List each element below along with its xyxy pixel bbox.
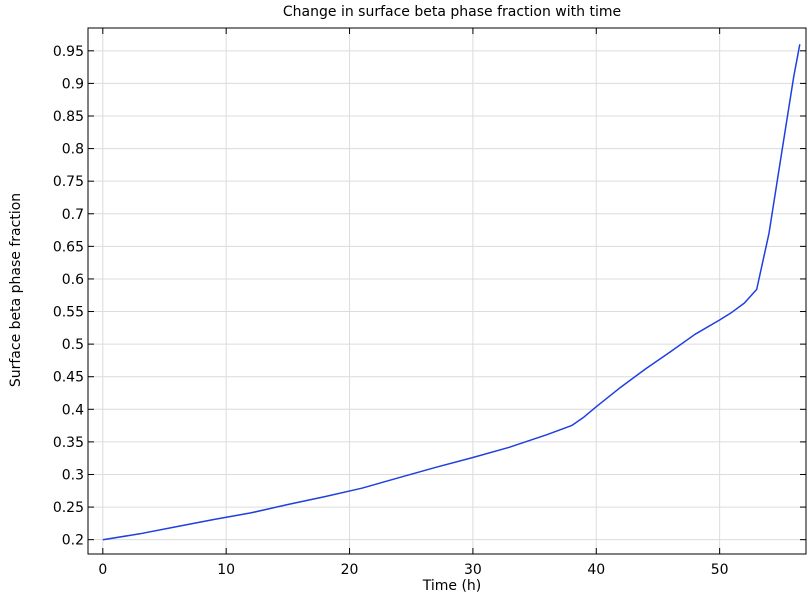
y-tick-label: 0.5 [62, 337, 84, 353]
x-axis-label: Time (h) [422, 578, 482, 594]
plot-area-frame [87, 27, 807, 555]
x-tick-label: 20 [341, 562, 359, 578]
y-tick-label: 0.2 [62, 533, 84, 549]
y-tick-label: 0.4 [62, 402, 84, 418]
series-line [102, 44, 801, 541]
x-tick-label: 10 [217, 562, 235, 578]
series-layer [102, 44, 801, 541]
y-tick-label: 0.7 [62, 207, 84, 223]
y-tick-label: 0.65 [53, 239, 84, 255]
y-axis: 0.2 0.25 0.3 0.35 0.4 0.45 0.5 0.55 0.6 0.65 0.7 0.… [53, 44, 806, 549]
x-axis: 0 10 20 30 40 50 [98, 28, 729, 578]
y-tick-label: 0.55 [53, 305, 84, 321]
x-tick-label: 30 [464, 562, 482, 578]
y-axis-label: Surface beta phase fraction [8, 193, 24, 387]
y-tick-label: 0.85 [53, 109, 84, 125]
y-tick-label: 0.45 [53, 370, 84, 386]
y-tick-label: 0.75 [53, 174, 84, 190]
grid [88, 28, 806, 554]
y-tick-label: 0.9 [62, 76, 84, 92]
y-tick-label: 0.35 [53, 435, 84, 451]
y-tick-label: 0.8 [62, 142, 84, 158]
x-tick-label: 50 [711, 562, 729, 578]
x-tick-label: 40 [587, 562, 605, 578]
y-tick-label: 0.6 [62, 272, 84, 288]
y-tick-label: 0.95 [53, 44, 84, 60]
y-tick-label: 0.25 [53, 500, 84, 516]
chart-title: Change in surface beta phase fraction wi… [283, 4, 621, 20]
y-tick-label: 0.3 [62, 467, 84, 483]
x-tick-label: 0 [98, 562, 107, 578]
